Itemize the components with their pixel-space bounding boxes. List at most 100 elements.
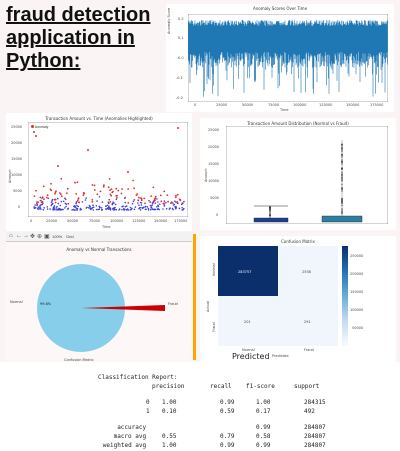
anomaly-point — [110, 188, 113, 190]
anomaly-point — [74, 181, 76, 184]
normal-point — [155, 208, 157, 211]
save-icon[interactable]: ▣ — [44, 234, 50, 240]
headline-line-2: application in Python: — [6, 27, 135, 72]
pie-plot — [37, 264, 165, 352]
anomaly-point — [91, 199, 94, 201]
fraud-outlier — [341, 212, 343, 215]
forward-icon[interactable]: → — [23, 233, 29, 239]
normal-point — [121, 208, 123, 211]
normal-point — [115, 208, 118, 211]
normal-point — [46, 206, 49, 208]
normal-point — [95, 208, 98, 211]
normal-point — [75, 202, 77, 205]
fraud-outlier — [341, 156, 343, 159]
anomaly-point — [83, 192, 86, 195]
normal-point — [174, 206, 176, 208]
amount-time-xtick: 100000 — [110, 219, 124, 223]
report-cell: 0.10 — [162, 408, 177, 415]
anomaly-point — [46, 194, 49, 197]
anomaly-point — [96, 193, 99, 196]
anomaly-point — [64, 198, 67, 201]
normal-outlier — [269, 205, 271, 208]
anomaly-point — [176, 193, 179, 196]
normal-point — [43, 207, 45, 209]
normal-point — [76, 204, 78, 207]
normal-point — [156, 198, 158, 200]
anomaly-point — [177, 127, 179, 129]
fraud-outlier — [341, 207, 343, 210]
anomaly-xtick: 75000 — [268, 103, 280, 107]
normal-point — [151, 208, 154, 210]
normal-point — [60, 200, 63, 203]
boxplot-ytick: 10000 — [208, 179, 220, 183]
report-col-header: f1-score — [246, 383, 275, 390]
fraud-outlier — [341, 187, 343, 190]
anomaly-xtick: 175000 — [370, 103, 384, 107]
cm-cell-fp-value: 2558 — [302, 270, 311, 274]
anomaly-point — [152, 186, 155, 189]
report-cell: 1.00 — [162, 399, 177, 406]
normal-point — [80, 208, 83, 211]
normal-point — [101, 201, 104, 203]
normal-point — [127, 209, 130, 211]
anomaly-point — [108, 178, 111, 180]
boxplot-panel: Transaction Amount Distribution (Normal … — [200, 118, 396, 230]
report-cell: 492 — [304, 408, 315, 415]
anomaly-point — [57, 165, 59, 167]
normal-point — [114, 203, 117, 206]
anomaly-point — [132, 179, 135, 182]
normal-point — [140, 204, 143, 206]
normal-point — [147, 209, 150, 211]
anomaly-point — [50, 189, 53, 192]
legend-dot-icon — [31, 125, 34, 128]
zoom-level[interactable]: 100% — [52, 234, 63, 239]
amount-time-xtick: 125000 — [132, 219, 146, 223]
boxplot-plot — [226, 126, 388, 224]
anomaly-point — [121, 188, 123, 190]
anomaly-point — [127, 202, 130, 204]
normal-point — [36, 204, 38, 207]
normal-point — [106, 204, 109, 207]
anomaly-point — [109, 193, 112, 196]
normal-point — [39, 196, 42, 199]
zoom-icon[interactable]: ⊕ — [37, 234, 43, 240]
report-heading: Classification Report: — [98, 374, 178, 381]
normal-point — [112, 201, 114, 203]
anomaly-point — [107, 186, 110, 189]
anomaly-point — [46, 196, 48, 199]
normal-point — [49, 208, 51, 210]
normal-point — [129, 206, 132, 209]
normal-point — [114, 206, 116, 209]
normal-point — [156, 208, 159, 211]
anomaly-point — [170, 201, 173, 204]
normal-point — [52, 202, 54, 205]
home-icon[interactable]: ⌂ — [9, 233, 13, 239]
anomaly-point — [140, 197, 143, 200]
anomaly-point — [174, 196, 177, 199]
anomaly-point — [120, 192, 123, 195]
anomaly-point — [154, 195, 157, 198]
fraud-outlier — [341, 204, 343, 207]
anomaly-xtick: 50000 — [242, 103, 254, 107]
normal-point — [56, 205, 58, 208]
anomaly-point — [153, 198, 156, 201]
amount-time-title: Transaction Amount vs. Time (Anomalies H… — [45, 116, 153, 121]
anomaly-scores-plot — [188, 14, 388, 102]
amount-time-xtick: 150000 — [154, 219, 168, 223]
report-cell: 0.99 — [256, 424, 271, 431]
pan-icon[interactable]: ✥ — [30, 234, 36, 240]
normal-point — [62, 200, 65, 203]
normal-point — [47, 197, 50, 200]
normal-point — [53, 205, 56, 207]
cm-ylabel: Actual — [206, 301, 210, 312]
layout-selector[interactable]: Grid — [66, 234, 74, 239]
fraud-outlier — [341, 148, 343, 151]
anomaly-point — [111, 191, 114, 194]
normal-point — [100, 207, 103, 209]
cm-cell-tp-value: 291 — [304, 320, 311, 324]
back-icon[interactable]: ← — [16, 233, 22, 239]
normal-point — [134, 206, 137, 208]
boxplot-ytick: 5000 — [210, 196, 219, 200]
amount-time-ytick: 20000 — [11, 141, 23, 145]
boxplot-ytick: 0 — [216, 213, 219, 217]
